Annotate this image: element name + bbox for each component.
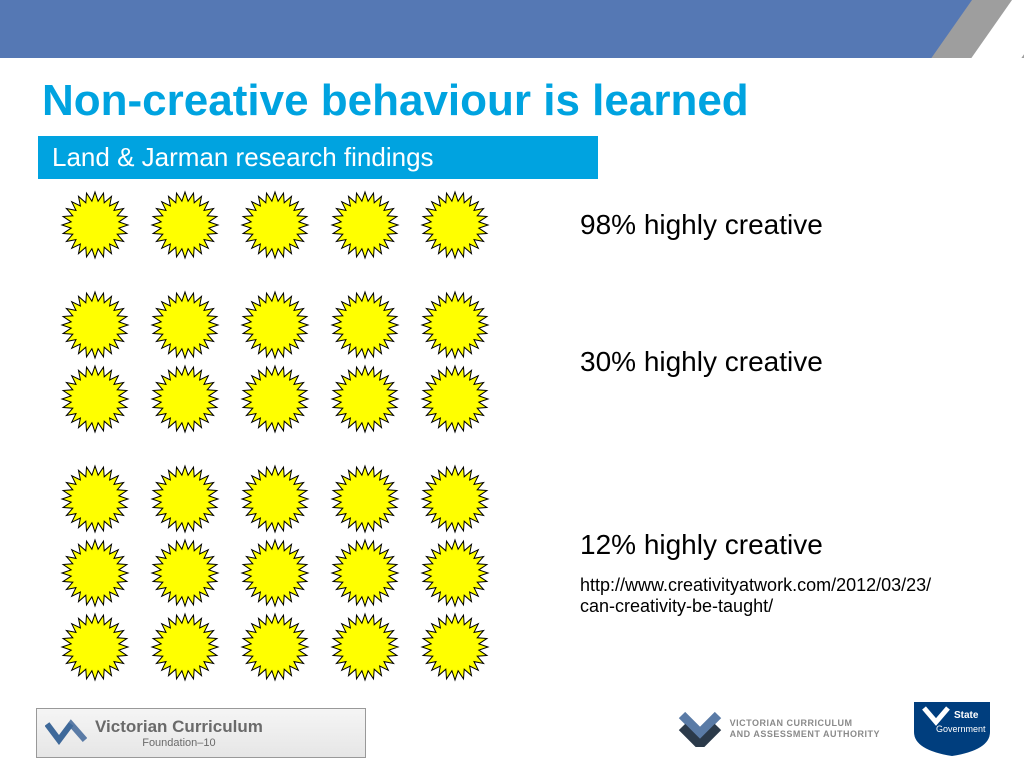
burst-line — [60, 538, 530, 608]
starburst-icon — [240, 290, 310, 360]
content-area: 98% highly creative 30% highly creative — [60, 190, 980, 712]
starburst-icon — [60, 612, 130, 682]
slide-subtitle: Land & Jarman research findings — [38, 136, 598, 179]
starburst-icon — [240, 190, 310, 260]
starburst-icon — [330, 290, 400, 360]
starburst-icon — [420, 538, 490, 608]
burst-line — [60, 612, 530, 682]
starburst-icon — [330, 190, 400, 260]
starburst-icon — [330, 538, 400, 608]
burst-line — [60, 464, 530, 534]
starburst-icon — [150, 538, 220, 608]
burst-group — [60, 190, 530, 260]
row-label: 98% highly creative — [580, 209, 980, 241]
starburst-icon — [420, 612, 490, 682]
starburst-icon — [330, 364, 400, 434]
label-column: 98% highly creative — [530, 209, 980, 241]
vcaa-logo: VICTORIAN CURRICULUM AND ASSESSMENT AUTH… — [678, 711, 880, 747]
data-row: 98% highly creative — [60, 190, 980, 260]
vcaa-chevron-icon — [678, 711, 722, 747]
starburst-icon — [240, 364, 310, 434]
row-label: 30% highly creative — [580, 346, 980, 378]
starburst-icon — [420, 364, 490, 434]
starburst-icon — [150, 190, 220, 260]
starburst-icon — [240, 612, 310, 682]
starburst-icon — [240, 538, 310, 608]
vic-curriculum-line1: Victorian Curriculum — [95, 717, 263, 737]
vcaa-line1: VICTORIAN CURRICULUM — [730, 718, 880, 729]
label-column: 30% highly creative — [530, 346, 980, 378]
vcaa-text: VICTORIAN CURRICULUM AND ASSESSMENT AUTH… — [730, 718, 880, 740]
data-row: 30% highly creative — [60, 290, 980, 434]
starburst-icon — [150, 364, 220, 434]
label-column: 12% highly creative http://www.creativity… — [530, 529, 980, 617]
vcaa-line2: AND ASSESSMENT AUTHORITY — [730, 729, 880, 740]
footer: Victorian Curriculum Foundation–10 VICTO… — [0, 698, 1024, 758]
starburst-icon — [60, 190, 130, 260]
starburst-icon — [330, 464, 400, 534]
starburst-icon — [420, 464, 490, 534]
slide-title: Non-creative behaviour is learned — [42, 76, 1024, 126]
starburst-icon — [240, 464, 310, 534]
vic-gov-shield-icon: State Government — [910, 700, 994, 758]
starburst-icon — [420, 190, 490, 260]
vic-curriculum-badge: Victorian Curriculum Foundation–10 — [36, 708, 366, 758]
starburst-icon — [420, 290, 490, 360]
starburst-icon — [60, 538, 130, 608]
starburst-icon — [330, 612, 400, 682]
starburst-icon — [150, 612, 220, 682]
starburst-icon — [60, 290, 130, 360]
starburst-icon — [60, 464, 130, 534]
burst-group — [60, 290, 530, 434]
vic-curriculum-line2: Foundation–10 — [95, 737, 263, 749]
top-bar — [0, 0, 1024, 58]
row-label: 12% highly creative — [580, 529, 980, 561]
source-url: http://www.creativityatwork.com/2012/03/… — [580, 575, 940, 617]
starburst-icon — [60, 364, 130, 434]
burst-line — [60, 190, 530, 260]
burst-line — [60, 364, 530, 434]
svg-text:State: State — [954, 710, 979, 721]
footer-right: VICTORIAN CURRICULUM AND ASSESSMENT AUTH… — [678, 700, 994, 758]
data-row: 12% highly creative http://www.creativity… — [60, 464, 980, 682]
vic-curriculum-text: Victorian Curriculum Foundation–10 — [95, 717, 263, 749]
starburst-icon — [150, 290, 220, 360]
burst-group — [60, 464, 530, 682]
burst-line — [60, 290, 530, 360]
starburst-icon — [150, 464, 220, 534]
svg-text:Government: Government — [936, 724, 986, 734]
top-bar-stripe — [824, 0, 1024, 58]
vic-curriculum-icon — [45, 718, 87, 748]
